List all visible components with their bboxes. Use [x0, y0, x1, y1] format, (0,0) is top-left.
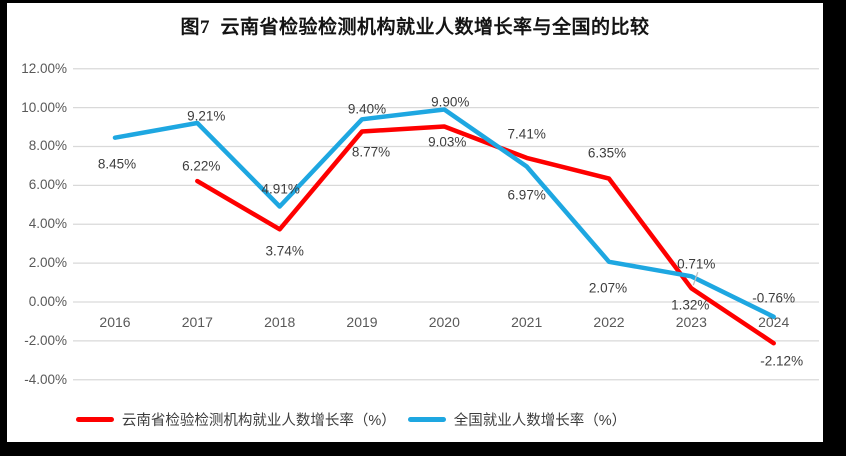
plot-area	[73, 68, 819, 381]
series-lines	[112, 107, 776, 346]
data-label: 2.07%	[588, 280, 628, 296]
y-tick-label: 8.00%	[28, 138, 67, 154]
legend: 云南省检验检测机构就业人数增长率（%） 全国就业人数增长率（%）	[0, 409, 759, 430]
data-label: 0.71%	[677, 256, 716, 272]
legend-label-yunnan: 云南省检验检测机构就业人数增长率（%）	[121, 413, 396, 429]
data-label: -0.76%	[752, 290, 796, 306]
x-tick-label: 2016	[99, 314, 131, 330]
x-tick-label: 2024	[758, 314, 790, 330]
y-tick-label: 6.00%	[28, 177, 67, 193]
data-label: 9.03%	[428, 134, 467, 150]
data-label: 9.21%	[187, 108, 226, 124]
x-tick-label: 2019	[346, 314, 378, 330]
data-label: 8.77%	[351, 144, 391, 159]
data-label: 6.35%	[587, 145, 627, 161]
y-tick-label: 12.00%	[21, 60, 67, 76]
y-tick-label: 10.00%	[21, 99, 67, 115]
chart-title: 图7 云南省检验检测机构就业人数增长率与全国的比较	[180, 17, 650, 38]
y-tick-label: -2.00%	[24, 332, 67, 348]
y-tick-label: 2.00%	[28, 255, 67, 271]
legend-item-national: 全国就业人数增长率（%）	[407, 409, 627, 430]
legend-line-swatch-yunnan	[75, 417, 114, 422]
data-label: 4.91%	[261, 181, 300, 197]
data-label: 6.97%	[507, 187, 546, 202]
chart-panel: 图7 云南省检验检测机构就业人数增长率与全国的比较 12.00% 10.00% 8.…	[7, 3, 823, 442]
data-label: 3.74%	[265, 243, 304, 259]
x-tick-label: 2017	[181, 314, 213, 330]
x-tick-label: 2021	[511, 314, 543, 330]
data-label: 8.45%	[97, 156, 137, 172]
data-label: 1.32%	[671, 297, 710, 313]
data-label: 9.90%	[431, 94, 470, 110]
x-tick-label: 2018	[264, 314, 296, 330]
gridlines	[73, 68, 819, 381]
legend-line-swatch-national	[407, 417, 446, 422]
label-leader-line	[692, 271, 699, 286]
legend-item-yunnan: 云南省检验检测机构就业人数增长率（%）	[75, 409, 396, 430]
y-tick-label: -4.00%	[24, 371, 67, 387]
x-tick-label: 2022	[593, 314, 625, 330]
y-tick-label: 4.00%	[28, 216, 67, 232]
y-tick-label: 0.00%	[28, 294, 67, 309]
x-tick-label: 2023	[675, 314, 707, 330]
legend-label-national: 全国就业人数增长率（%）	[453, 413, 627, 429]
data-label: 7.41%	[507, 126, 546, 142]
data-label: 6.22%	[182, 158, 221, 174]
data-label: 9.40%	[347, 101, 387, 117]
data-label: -2.12%	[760, 353, 804, 369]
national-line	[112, 107, 776, 320]
x-tick-label: 2020	[428, 314, 460, 330]
yunnan-line	[195, 124, 776, 346]
